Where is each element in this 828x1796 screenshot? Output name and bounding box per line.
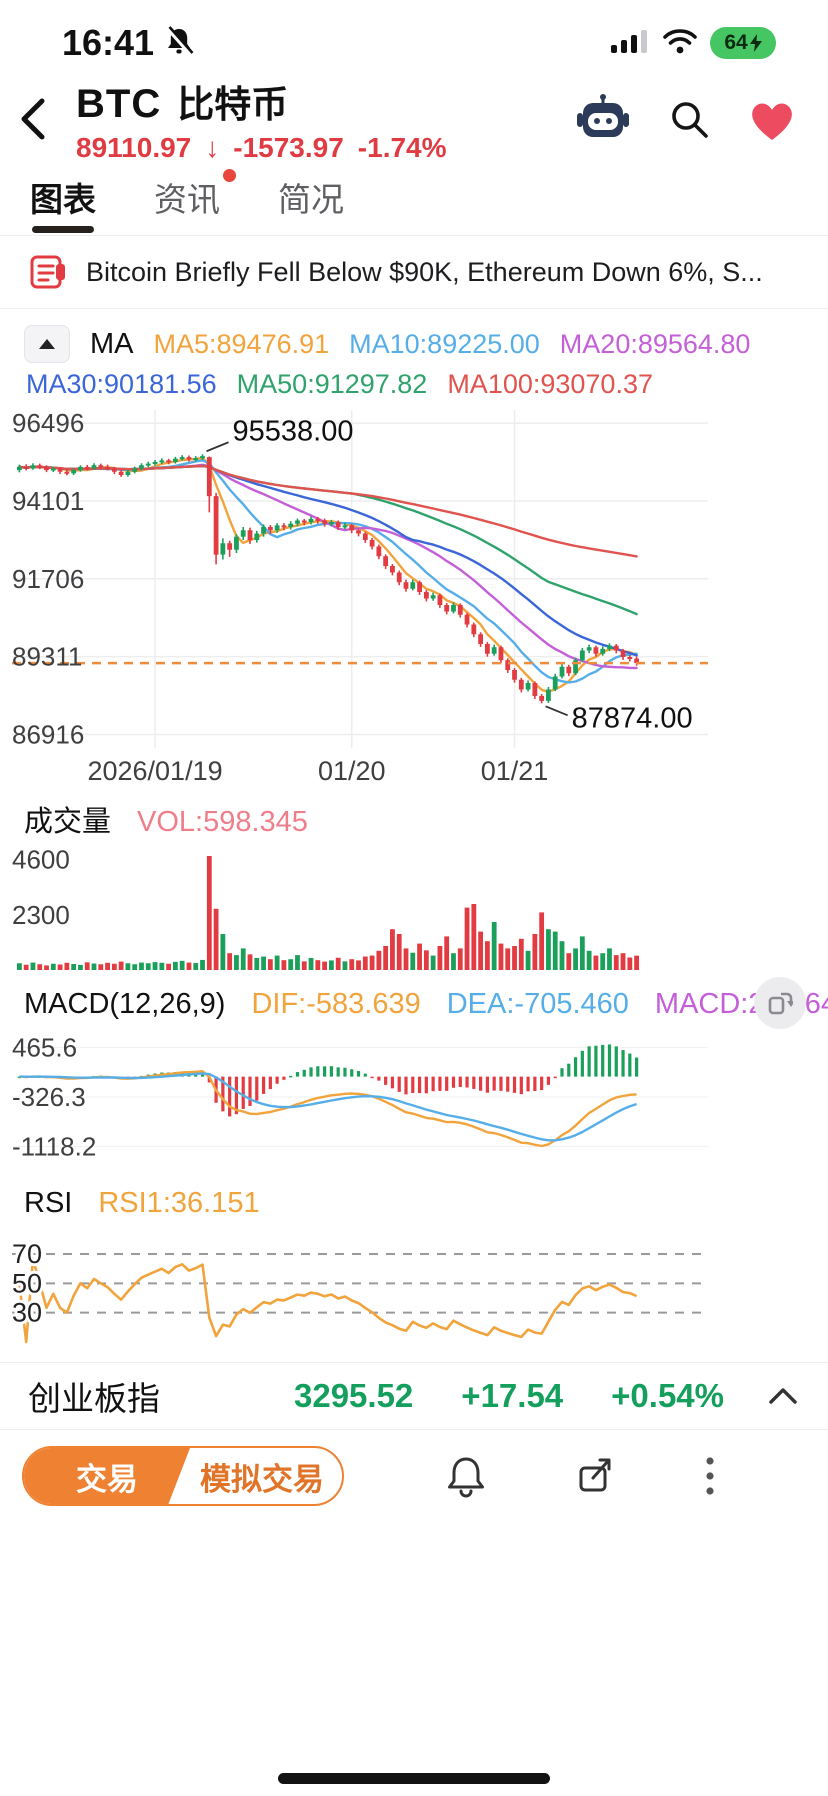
price-change-pct: -1.74% [357, 132, 447, 163]
bottom-toolbar: 交易 模拟交易 [0, 1430, 828, 1516]
news-icon [30, 255, 65, 289]
ma5-value: MA5:89476.91 [153, 328, 330, 359]
macd-chart[interactable]: 465.6 -326.3 -1118.2 [0, 1025, 828, 1175]
tab-chart[interactable]: 图表 [30, 173, 96, 235]
trade-button[interactable]: 交易 [24, 1448, 190, 1504]
wifi-icon [662, 27, 698, 60]
bell-icon [448, 1457, 484, 1498]
search-button[interactable] [666, 96, 712, 142]
rotate-icon [768, 992, 793, 1015]
index-change: +17.54 [461, 1377, 564, 1414]
ai-assistant-button[interactable] [574, 93, 632, 145]
index-name: 创业板指 [28, 1380, 160, 1417]
more-options-button[interactable] [704, 1454, 716, 1498]
chevron-up-icon [769, 1388, 797, 1404]
macd-section: MACD(12,26,9) DIF:-583.639 DEA:-705.460 … [0, 976, 828, 1175]
svg-text:2300: 2300 [12, 900, 70, 930]
battery-indicator: 64 [710, 27, 776, 59]
robot-icon [577, 94, 629, 137]
favorite-button[interactable] [746, 95, 798, 143]
svg-text:91706: 91706 [12, 564, 84, 594]
news-headline: Bitcoin Briefly Fell Below $90K, Ethereu… [86, 256, 763, 287]
tab-bar: 图表 资讯 简况 [0, 169, 828, 236]
home-indicator[interactable] [278, 1773, 550, 1784]
svg-text:2026/01/19: 2026/01/19 [87, 756, 222, 786]
svg-text:70: 70 [12, 1239, 42, 1269]
rsi-section: RSI RSI1:36.151 70 50 30 [0, 1175, 828, 1352]
down-arrow-icon: ↓ [205, 132, 220, 163]
rotate-landscape-button[interactable] [754, 977, 806, 1029]
trade-button-group: 交易 模拟交易 [22, 1446, 344, 1506]
svg-text:50: 50 [12, 1268, 42, 1298]
collapse-indicator-button[interactable] [24, 325, 70, 363]
macd-dea-value: DEA:-705.460 [446, 988, 629, 1020]
back-button[interactable] [14, 89, 70, 149]
index-change-pct: +0.54% [611, 1377, 724, 1414]
volume-title: 成交量 [24, 806, 112, 838]
triangle-up-icon [39, 339, 55, 349]
rsi-title: RSI [24, 1187, 73, 1219]
news-badge-dot [223, 169, 236, 182]
header: BTC 比特币 89110.97 ↓ -1573.97 -1.74% [0, 72, 828, 174]
ma-title: MA [90, 327, 134, 360]
price-change: -1573.97 [233, 132, 344, 163]
macd-dif-value: DIF:-583.639 [251, 988, 421, 1020]
share-icon [579, 1458, 611, 1492]
index-summary-bar[interactable]: 创业板指 3295.52 +17.54 +0.54% [0, 1362, 828, 1430]
ma100-value: MA100:93070.37 [447, 369, 653, 399]
chevron-left-icon [21, 98, 45, 140]
price-row: 89110.97 ↓ -1573.97 -1.74% [76, 132, 447, 164]
svg-text:-1118.2: -1118.2 [12, 1131, 96, 1161]
svg-text:01/21: 01/21 [481, 756, 549, 786]
rsi-value: RSI1:36.151 [98, 1187, 260, 1219]
charging-bolt-icon [749, 34, 762, 52]
last-price: 89110.97 [76, 132, 192, 163]
svg-text:95538.00: 95538.00 [233, 415, 354, 447]
volume-value: VOL:598.345 [137, 806, 308, 838]
tab-news[interactable]: 资讯 [154, 169, 236, 235]
symbol: BTC [76, 82, 162, 126]
ma-legend-row-2: MA30:90181.56 MA50:91297.82 MA100:93070.… [0, 367, 828, 402]
ma30-value: MA30:90181.56 [26, 369, 217, 399]
volume-section: 成交量 VOL:598.345 4600 2300 [0, 786, 828, 976]
notifications-muted-icon [164, 25, 194, 62]
svg-text:4600: 4600 [12, 845, 70, 875]
candlestick-chart[interactable]: 2026/01/19 01/20 01/21 95538.00 87874.00 9649… [0, 402, 828, 786]
cellular-signal-icon [610, 28, 650, 59]
ma50-value: MA50:91297.82 [236, 369, 428, 399]
volume-chart[interactable]: 4600 2300 [0, 844, 828, 976]
price-alert-button[interactable] [444, 1453, 488, 1499]
svg-text:96496: 96496 [12, 408, 84, 438]
ma10-value: MA10:89225.00 [349, 328, 540, 359]
clock: 16:41 [62, 22, 155, 63]
svg-text:94101: 94101 [12, 486, 84, 516]
share-button[interactable] [574, 1454, 618, 1498]
svg-text:30: 30 [12, 1298, 42, 1328]
svg-text:87874.00: 87874.00 [572, 702, 693, 734]
tab-profile[interactable]: 简况 [278, 181, 344, 218]
news-headline-bar[interactable]: Bitcoin Briefly Fell Below $90K, Ethereu… [0, 236, 828, 309]
heart-icon [752, 103, 792, 140]
svg-text:89311: 89311 [12, 642, 82, 672]
ma-legend-row-1: MA MA5:89476.91 MA10:89225.00 MA20:89564… [0, 323, 828, 365]
index-value: 3295.52 [294, 1377, 414, 1414]
svg-text:01/20: 01/20 [318, 756, 386, 786]
vertical-ellipsis-icon [706, 1457, 714, 1495]
status-bar: 16:41 64 [0, 0, 828, 72]
price-chart-section: MA MA5:89476.91 MA10:89225.00 MA20:89564… [0, 309, 828, 1029]
svg-text:465.6: 465.6 [12, 1033, 77, 1063]
svg-text:-326.3: -326.3 [12, 1082, 86, 1112]
paper-trade-button[interactable]: 模拟交易 [200, 1461, 324, 1497]
symbol-cn-name: 比特币 [177, 84, 289, 125]
search-icon [672, 102, 708, 138]
svg-text:86916: 86916 [12, 719, 84, 749]
expand-index-button[interactable] [766, 1385, 800, 1407]
macd-title: MACD(12,26,9) [24, 988, 226, 1020]
symbol-title: BTC 比特币 [76, 74, 447, 128]
ma20-value: MA20:89564.80 [559, 328, 751, 359]
